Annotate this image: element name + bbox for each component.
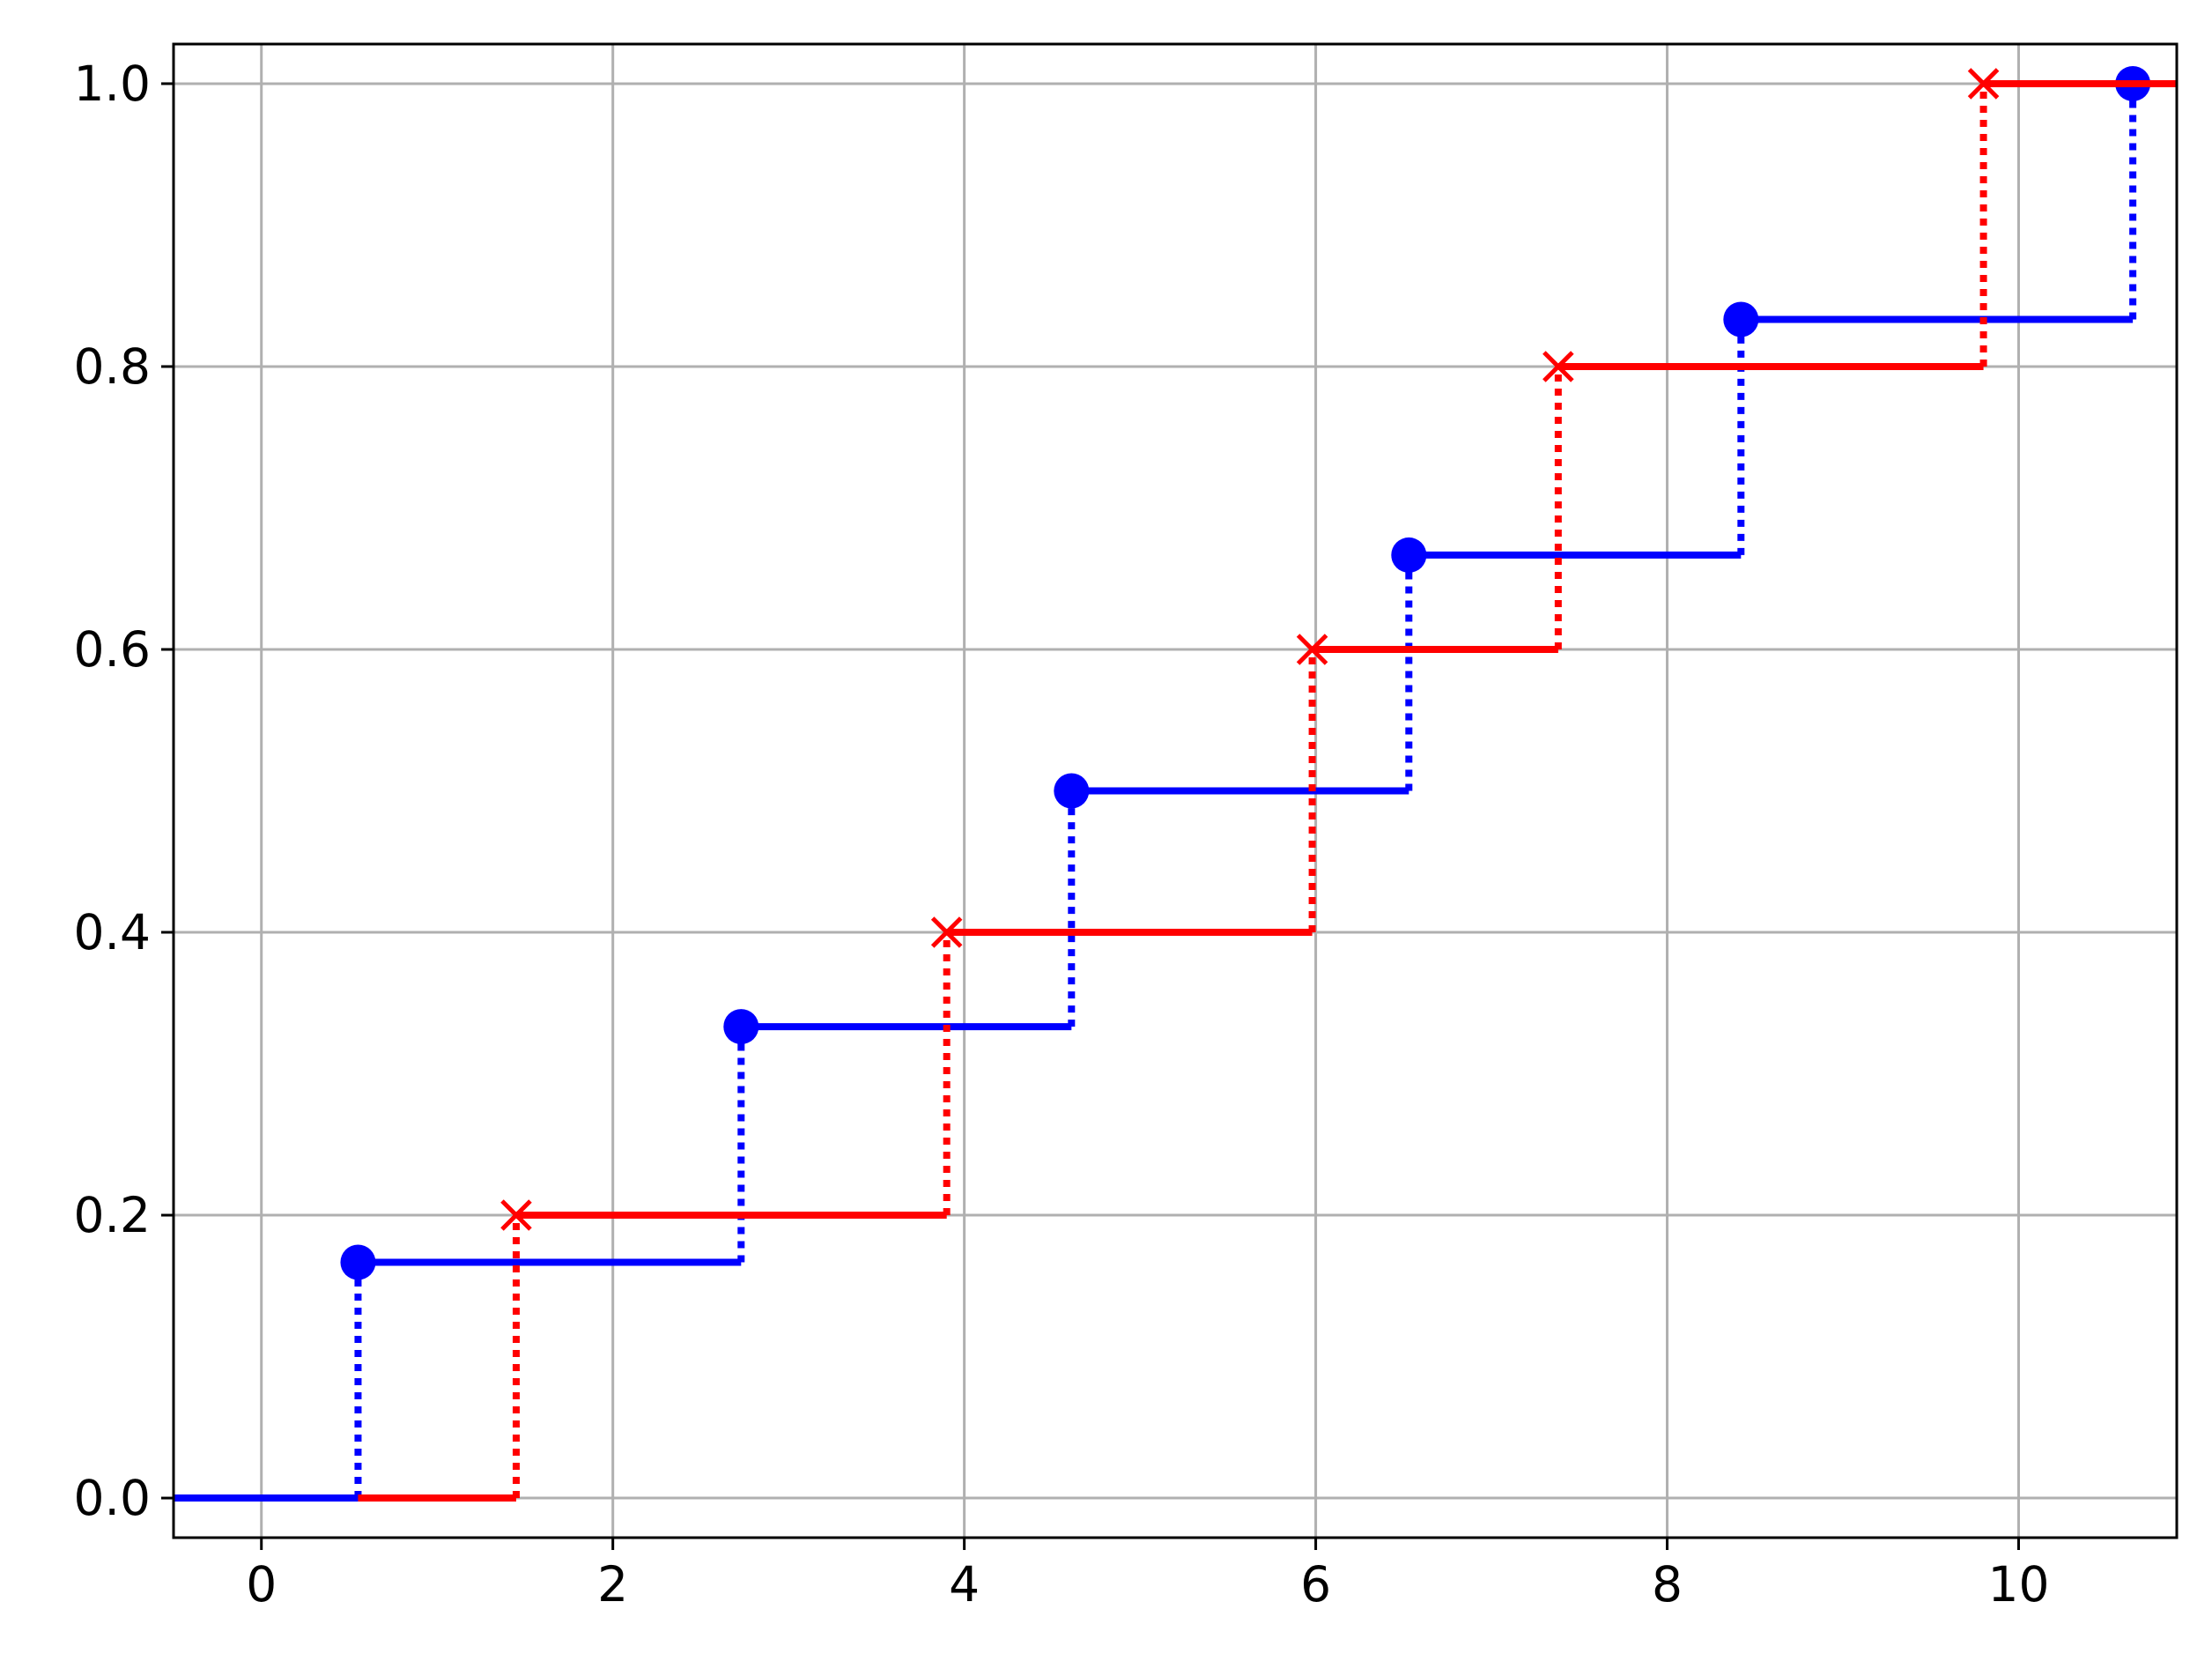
y-tick-label: 0.0	[74, 1470, 151, 1526]
data-point-circle	[723, 1009, 759, 1045]
axis-ticks: 0 2 4 6 8 10 0.0 0.2 0.4 0.6 0.8 1.0	[74, 56, 2050, 1613]
data-point-x	[930, 916, 963, 948]
x-marker-stroke	[500, 1199, 532, 1231]
x-tick-label: 0	[246, 1556, 277, 1613]
y-tick-label: 0.6	[74, 621, 151, 678]
x-tick-label: 6	[1300, 1556, 1331, 1613]
data-point-x	[500, 1199, 532, 1231]
x-marker-stroke	[1967, 68, 2000, 100]
data-point-x	[1967, 68, 2000, 100]
x-tick-label: 2	[597, 1556, 628, 1613]
x-tick-label: 10	[1987, 1556, 2049, 1613]
data-point-circle	[1054, 773, 1090, 809]
data-point-circle	[340, 1244, 376, 1280]
series-layer	[174, 65, 2177, 1502]
y-tick-label: 0.4	[74, 904, 151, 960]
data-point-circle	[1391, 537, 1427, 573]
data-point-x	[1296, 634, 1328, 665]
data-point-circle	[1723, 301, 1759, 337]
plot-frame	[172, 42, 2179, 1539]
y-tick-label: 0.2	[74, 1187, 151, 1243]
series-2	[358, 68, 2177, 1502]
x-marker-stroke	[930, 916, 963, 948]
data-point-x	[1542, 351, 1574, 382]
x-tick-label: 8	[1652, 1556, 1683, 1613]
x-marker-stroke	[1296, 634, 1328, 665]
series-1	[174, 65, 2177, 1502]
x-marker-stroke	[1542, 351, 1574, 382]
y-tick-label: 0.8	[74, 338, 151, 395]
x-tick-label: 4	[949, 1556, 980, 1613]
y-tick-label: 1.0	[74, 56, 151, 112]
